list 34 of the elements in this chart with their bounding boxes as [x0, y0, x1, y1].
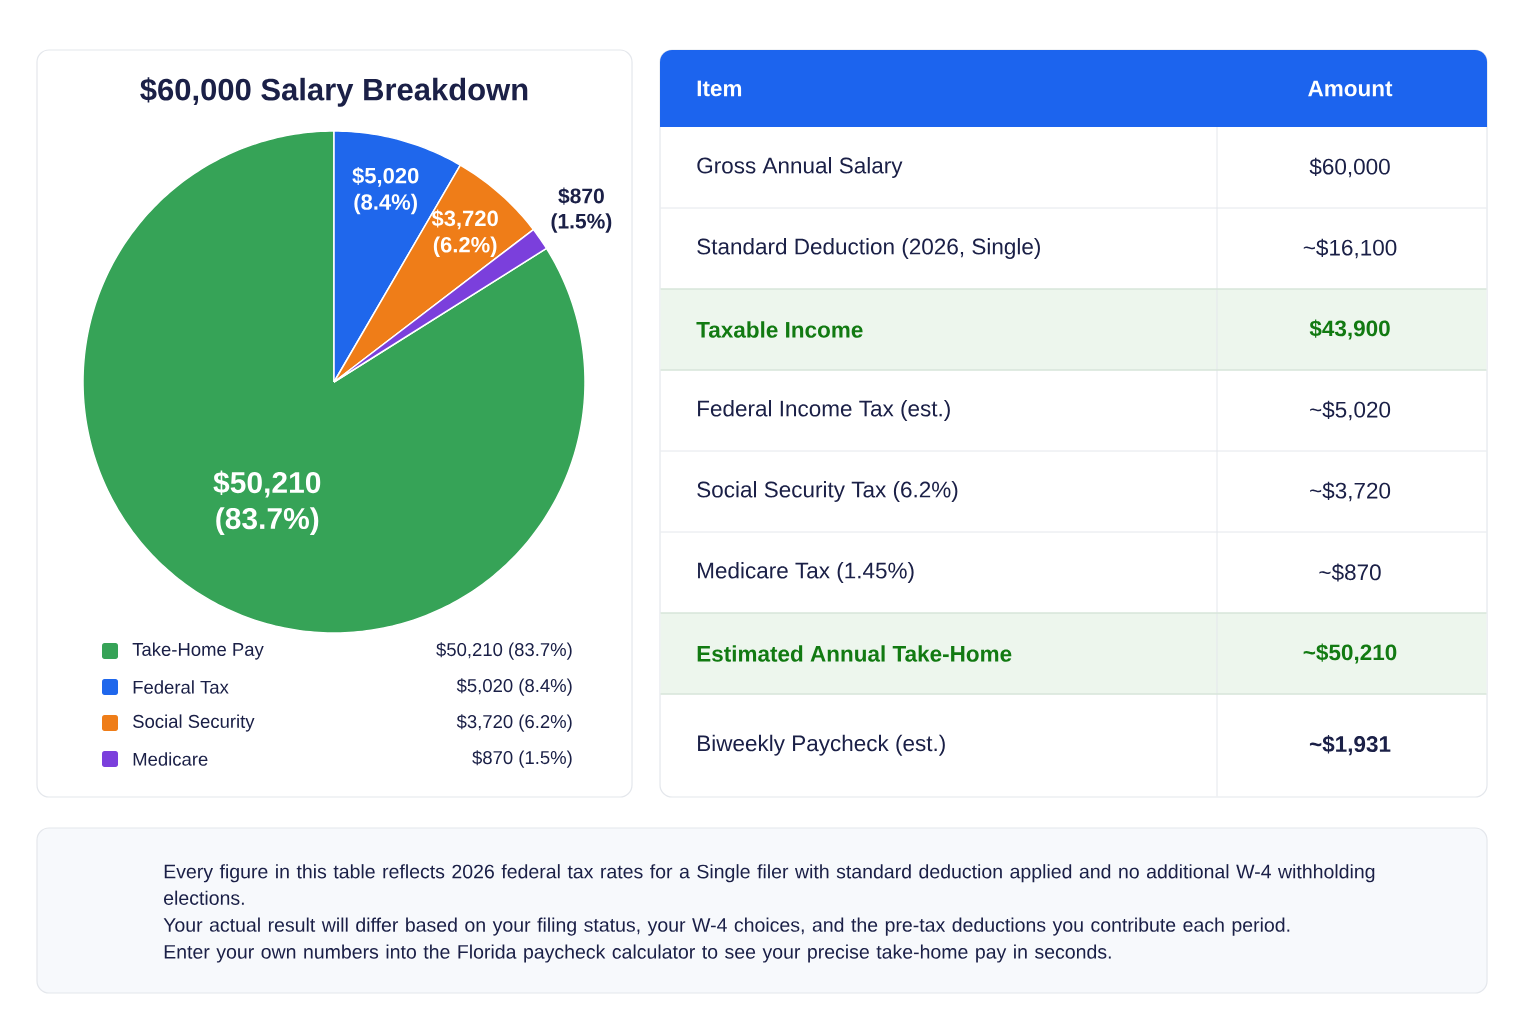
text: $43,900 — [1309, 319, 1390, 340]
category-label: Estimated Annual Take-Home — [697, 645, 1012, 662]
category-label: Medicare Tax (1.45%) — [698, 562, 914, 583]
legend-label: Take-Home Pay — [132, 642, 264, 660]
category-label: Federal Income Tax (est.) — [698, 400, 950, 421]
text: $5,020 (8.4%) — [456, 678, 572, 696]
text: ~$870 — [1319, 563, 1381, 582]
text: ~$50,210 — [1303, 643, 1397, 664]
text: $50,210 (83.7%) — [213, 470, 321, 536]
text: Every figure in this table reflects 2026 federal tax rates for a Single filer with standard deduction applied and no additional W-4 withholding elections. — [164, 864, 1375, 905]
category-label: Standard Deduction (2026, Single) — [697, 238, 1040, 259]
text: ~$1,931 — [1309, 735, 1391, 756]
legend-label: Federal Tax — [133, 680, 229, 694]
chart-title: $60,000 Salary Breakdown — [140, 77, 528, 107]
data-label: $50,210 (83.7%) — [436, 642, 572, 660]
data-label: $5,020 (8.4%) — [352, 166, 419, 215]
category-label: Biweekly Paycheck (est.) — [698, 734, 945, 756]
data-label: $870 (1.5%) — [551, 187, 612, 233]
category-label: Gross Annual Salary — [697, 157, 903, 178]
text: $3,720 (6.2%) — [456, 714, 572, 732]
text: ~$16,100 — [1303, 238, 1397, 259]
text: Enter your own numbers into the Florida paycheck calculator to see your precise take-home pay in seconds. — [164, 944, 1111, 963]
text: ~$3,720 — [1310, 481, 1391, 502]
legend-label: Social Security — [133, 714, 255, 732]
text: $60,000 — [1309, 157, 1390, 178]
text: Item — [697, 80, 742, 97]
category-label: Social Security Tax (6.2%) — [697, 481, 958, 502]
category-label: Taxable Income — [696, 321, 863, 338]
text: ~$5,020 — [1310, 400, 1391, 421]
legend-label: Medicare — [133, 752, 208, 766]
text: Amount — [1308, 80, 1393, 97]
text: $870 (1.5%) — [472, 750, 572, 768]
data-label: $3,720 (6.2%) — [431, 209, 498, 257]
text: Your actual result will differ based on your filing status, your W-4 choices, and the pre-tax deductions you contribute each period. — [163, 917, 1290, 936]
